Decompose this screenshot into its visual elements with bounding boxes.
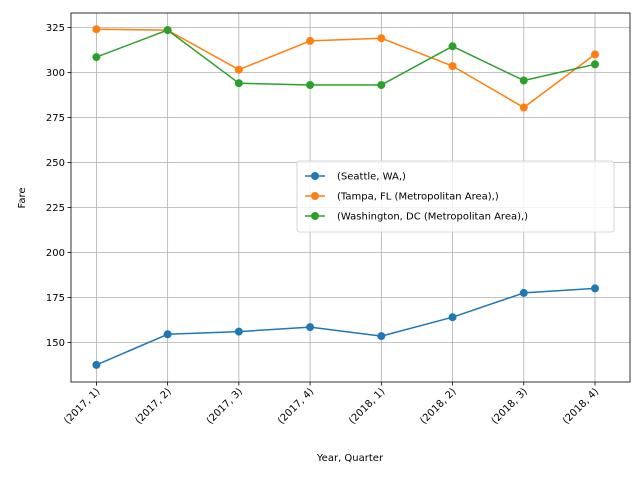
y-tick-label: 175 <box>46 293 65 304</box>
x-tick-label: (2017, 3) <box>205 386 245 426</box>
data-point <box>519 76 528 85</box>
data-point <box>377 34 386 43</box>
series-line <box>96 287 596 366</box>
data-point <box>92 25 101 34</box>
data-point <box>163 330 172 339</box>
data-point <box>234 79 243 88</box>
x-tick-label: (2018, 2) <box>418 386 458 426</box>
y-tick-label: 300 <box>46 68 65 79</box>
data-point <box>448 62 457 71</box>
x-tick-label: (2017, 1) <box>62 386 102 426</box>
series-group <box>92 26 599 89</box>
x-tick-label: (2018, 4) <box>561 386 601 426</box>
y-tick-label: 200 <box>46 248 65 259</box>
data-point <box>377 81 386 89</box>
legend-label: (Seattle, WA,) <box>337 172 406 183</box>
y-tick-label: 225 <box>46 203 65 214</box>
x-tick-label: (2017, 2) <box>133 386 173 426</box>
data-point <box>448 313 457 322</box>
data-point <box>306 81 315 89</box>
legend-marker <box>311 172 319 180</box>
legend-marker <box>311 212 319 220</box>
data-point <box>92 360 101 369</box>
series-group <box>92 284 599 369</box>
data-point <box>519 288 528 297</box>
data-point <box>591 50 599 59</box>
data-point <box>92 53 101 62</box>
y-axis: 150 175 200 225 250 275 300 325 <box>46 23 71 349</box>
y-tick-label: 275 <box>46 113 65 124</box>
data-point <box>306 36 315 45</box>
data-point <box>591 284 599 293</box>
legend: (Seattle, WA,) (Tampa, FL (Metropolitan A… <box>296 160 615 233</box>
y-tick-label: 250 <box>46 158 65 169</box>
x-tick-label: (2018, 3) <box>490 386 530 426</box>
legend-label: (Tampa, FL (Metropolitan Area),) <box>337 192 499 203</box>
series-line <box>96 29 596 86</box>
data-point <box>448 42 457 51</box>
series-group <box>92 25 599 112</box>
data-point <box>234 65 243 74</box>
legend-box <box>296 160 615 233</box>
data-point <box>591 60 599 69</box>
series-layer <box>92 25 599 369</box>
x-axis: (2017, 1) (2017, 2) (2017, 3) (2017, 4) (201… <box>62 382 601 427</box>
legend-label: (Washington, DC (Metropolitan Area),) <box>337 212 528 223</box>
series-line <box>96 28 596 109</box>
data-point <box>234 327 243 336</box>
y-axis-label: Fare <box>17 187 28 208</box>
x-axis-label: Year, Quarter <box>316 453 384 464</box>
data-point <box>377 332 386 341</box>
legend-marker <box>311 192 319 200</box>
y-tick-label: 150 <box>46 338 65 349</box>
plot-frame <box>70 12 631 383</box>
y-tick-label: 325 <box>46 23 65 34</box>
data-point <box>163 26 172 35</box>
data-point <box>306 323 315 332</box>
x-tick-label: (2018, 1) <box>347 386 387 426</box>
data-point <box>519 103 528 112</box>
x-tick-label: (2017, 4) <box>276 386 316 426</box>
